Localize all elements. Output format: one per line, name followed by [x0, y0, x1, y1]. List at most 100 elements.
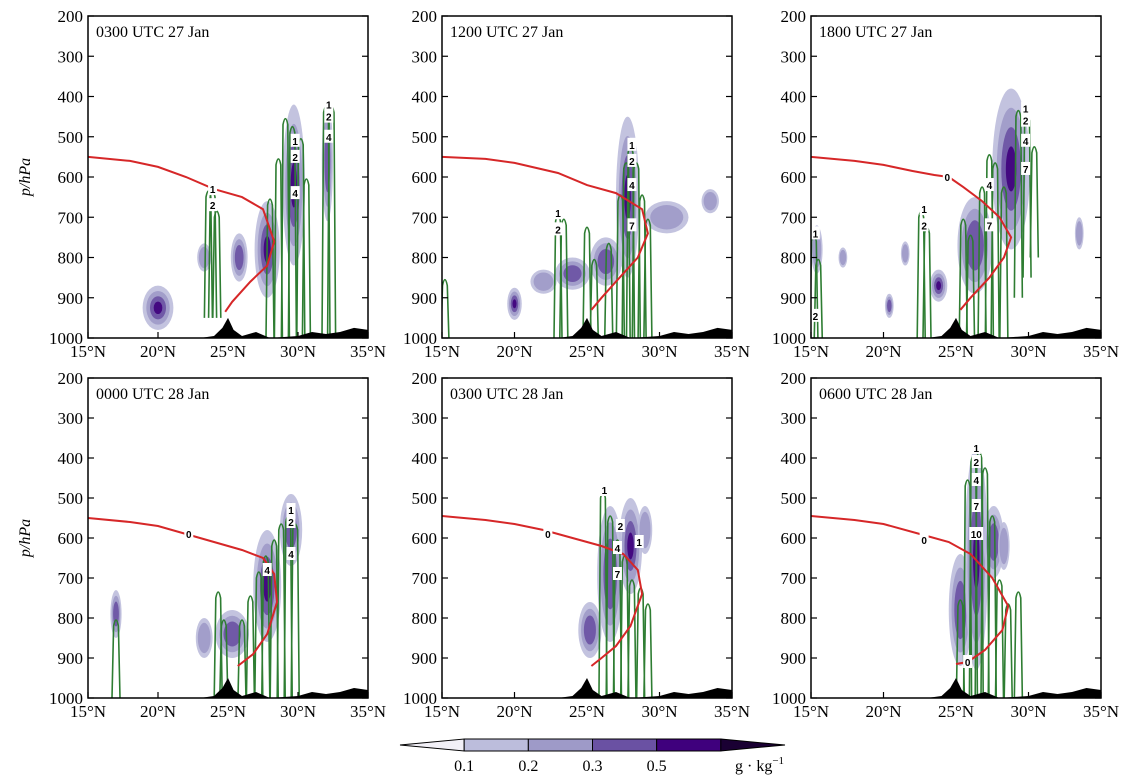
terrain: [200, 678, 368, 698]
contour-label: 4: [326, 133, 332, 144]
y-tick-label: 900: [781, 649, 807, 668]
y-tick-label: 400: [58, 88, 84, 107]
y-tick-label: 300: [58, 47, 84, 66]
contour-label-box: [612, 541, 622, 554]
x-tick-label: 20°N: [140, 702, 176, 721]
contour-label-box: [290, 149, 300, 163]
y-tick-label: 600: [58, 529, 84, 548]
contour-label-box: [971, 441, 981, 454]
contour-label: 1: [813, 229, 819, 240]
contour-label: 4: [615, 544, 621, 555]
contour-label-box: [971, 455, 981, 468]
x-tick-label: 35°N: [1083, 342, 1119, 361]
x-tick-label: 15°N: [793, 702, 829, 721]
y-axis-label: p/hPa: [17, 519, 34, 558]
contour-label: 7: [615, 570, 621, 581]
y-tick-label: 300: [781, 47, 807, 66]
y-tick-label: 700: [58, 208, 84, 227]
panel-title: 1200 UTC 27 Jan: [450, 24, 563, 41]
contour-label: 2: [555, 225, 561, 236]
ice-shading-5: [936, 281, 942, 291]
cloud-water-contour-6: [254, 571, 264, 698]
ice-shading-4: [999, 527, 1009, 565]
x-tick-label: 35°N: [350, 342, 386, 361]
contour-label: 7: [987, 221, 993, 232]
x-tick-label: 30°N: [280, 342, 316, 361]
cloud-water-contour-7: [977, 186, 987, 338]
contour-label: 1: [602, 486, 608, 497]
y-tick-label: 1000: [49, 329, 83, 348]
contour-label: 7: [1023, 165, 1029, 176]
contour-label-box: [1021, 101, 1031, 115]
y-tick-label: 700: [781, 208, 807, 227]
terrain: [927, 317, 1101, 338]
contour-label-box: [971, 499, 981, 512]
terrain: [558, 678, 732, 698]
contour-label-box: [208, 198, 218, 212]
contour-label: 0: [965, 658, 971, 669]
y-tick-label: 700: [412, 569, 438, 588]
zero-isotherm-line: [442, 515, 644, 667]
contour-label: 2: [1023, 117, 1029, 128]
cloud-water-contour-11: [637, 194, 647, 338]
x-tick-label: 20°N: [496, 702, 532, 721]
ice-shading-7: [1005, 146, 1017, 192]
contour-label-box: [1021, 161, 1031, 175]
cloud-water-contour-9: [276, 523, 286, 698]
contour-label-box: [262, 563, 272, 576]
y-tick-label: 800: [412, 249, 438, 268]
cloud-water-contour-11: [1013, 109, 1024, 298]
contour-label-box: [919, 533, 929, 546]
cloud-water-contour-5: [627, 579, 637, 698]
y-tick-label: 900: [781, 289, 807, 308]
cloud-water-contour-1: [955, 599, 966, 698]
contour-label: 1: [974, 444, 980, 455]
x-tick-label: 35°N: [350, 702, 386, 721]
contour-label-box: [324, 109, 334, 123]
contour-label: 10: [971, 530, 983, 541]
cloud-water-contour-5: [980, 467, 990, 698]
ice-shading-3: [234, 244, 244, 271]
contour-label: 1: [326, 101, 332, 112]
y-tick-label: 200: [58, 7, 84, 26]
contour-label: 4: [629, 181, 635, 192]
x-tick-label: 35°N: [714, 702, 750, 721]
contour-label-box: [963, 655, 973, 668]
zero-isotherm-line: [811, 515, 1010, 665]
x-tick-label: 15°N: [424, 342, 460, 361]
colorbar-segment: [399, 738, 465, 752]
x-tick-label: 25°N: [938, 702, 974, 721]
ice-shading-2: [533, 272, 554, 291]
contour-label-box: [599, 483, 609, 496]
y-tick-label: 500: [781, 489, 807, 508]
ice-shading-1: [583, 615, 596, 645]
ice-shading-2: [198, 246, 210, 269]
contour-label: 2: [921, 221, 927, 232]
plot-area: [811, 446, 1101, 698]
zero-isotherm-line: [442, 155, 649, 311]
ice-shading-3: [988, 523, 999, 561]
contour-label: 4: [974, 476, 980, 487]
contour-label-box: [184, 527, 194, 540]
y-tick-label: 300: [781, 409, 807, 428]
contour-label: 1: [1023, 105, 1029, 116]
contour-label: 4: [264, 566, 270, 577]
cloud-water-contour-2: [605, 515, 615, 698]
y-tick-label: 600: [412, 168, 438, 187]
zero-isotherm-line: [88, 155, 276, 313]
y-tick-label: 400: [781, 88, 807, 107]
plot-area: [442, 491, 732, 698]
y-tick-label: 900: [412, 289, 438, 308]
contour-label-box: [1021, 113, 1031, 127]
x-tick-label: 30°N: [1010, 702, 1046, 721]
contour-label: 2: [629, 157, 635, 168]
y-tick-label: 400: [412, 88, 438, 107]
y-tick-label: 800: [58, 249, 84, 268]
contour-label-box: [290, 186, 300, 200]
contour-label: 4: [1023, 137, 1029, 148]
colorbar-segment: [720, 738, 786, 752]
y-tick-label: 1000: [403, 329, 437, 348]
ice-shading-6: [650, 205, 684, 230]
contour-label-box: [969, 527, 984, 540]
